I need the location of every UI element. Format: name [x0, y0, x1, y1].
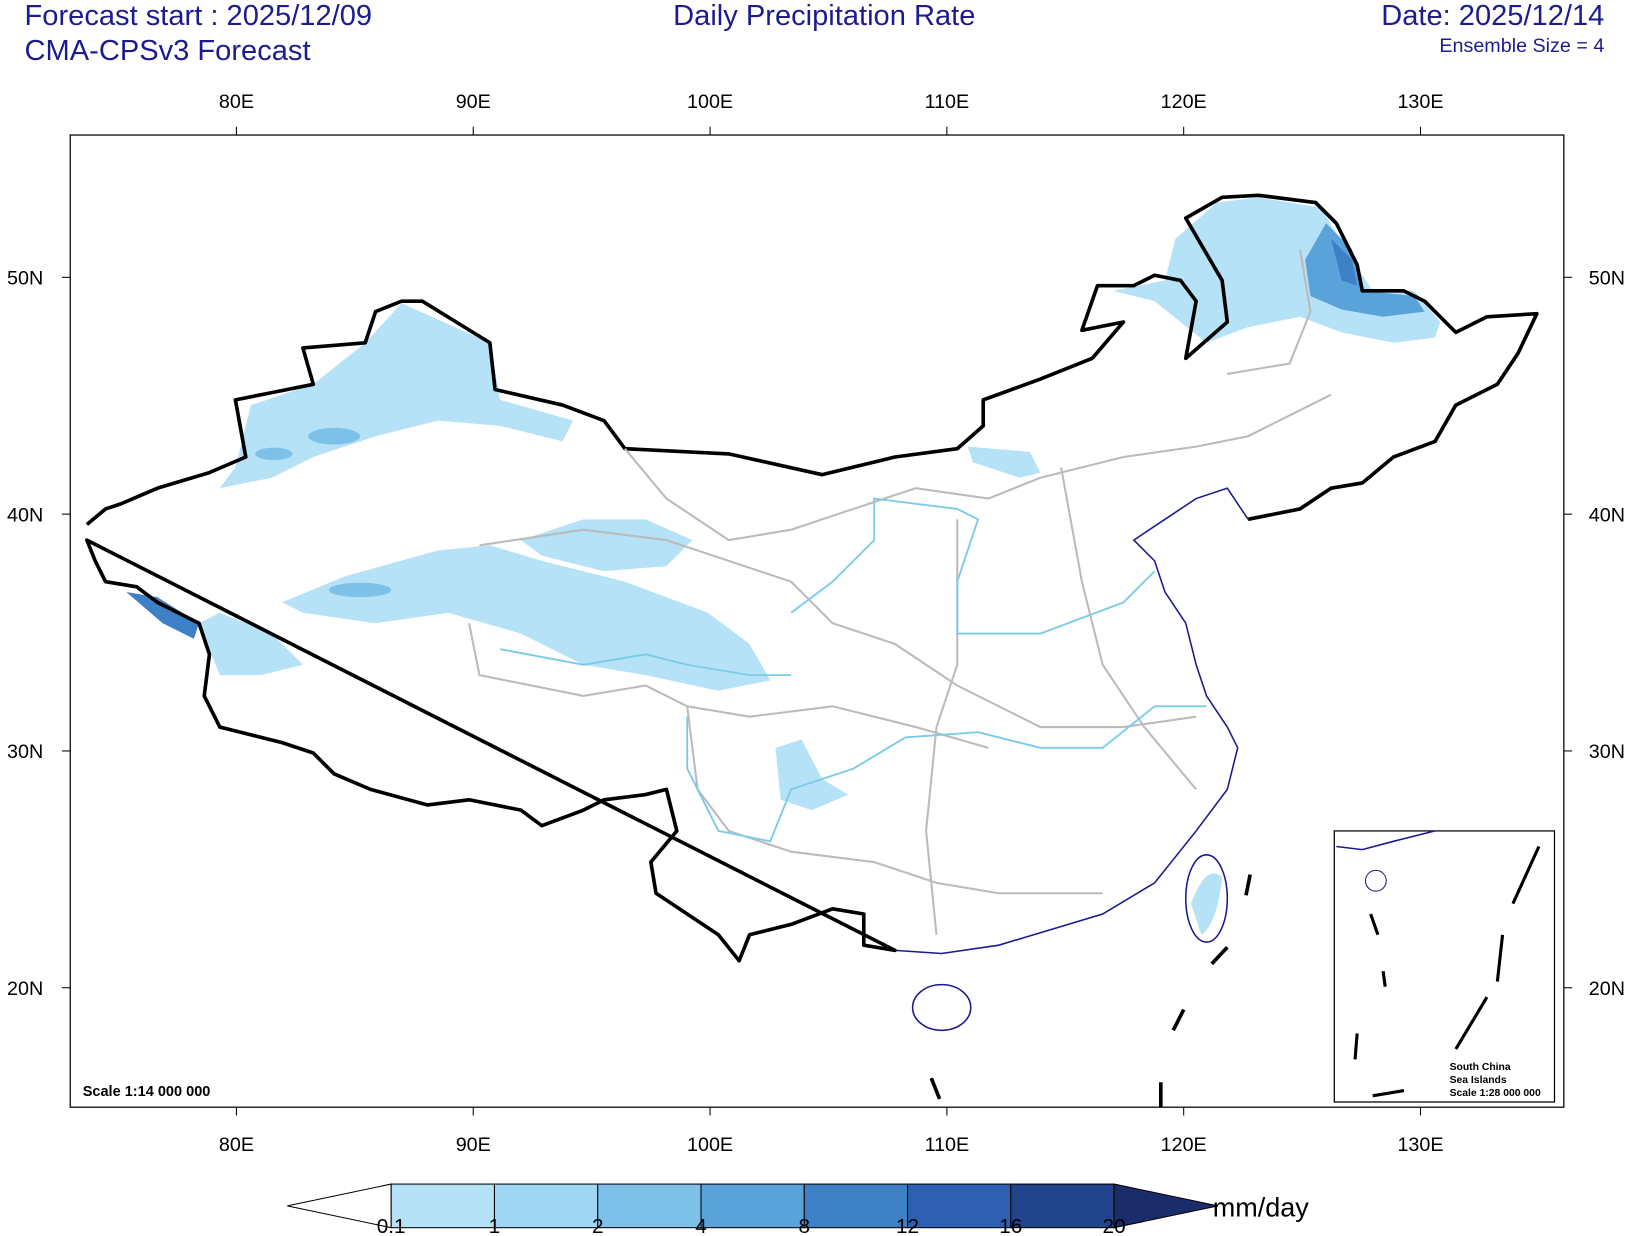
china-border: [85, 193, 1539, 526]
lon-label-bottom: 110E: [925, 1134, 970, 1156]
colorbar-label: 0.1: [377, 1215, 406, 1236]
colorbar-box: [493, 1183, 599, 1229]
lon-label-bottom: 100E: [687, 1134, 733, 1156]
province-lines: [468, 249, 1332, 935]
lat-label-right: 40N: [1589, 504, 1625, 526]
date: Date: 2025/12/14: [1381, 0, 1604, 32]
forecast-start: Forecast start : 2025/12/09: [25, 0, 373, 32]
hainan: [911, 983, 972, 1032]
precip-heavy: [126, 223, 1425, 639]
lon-label-top: 90E: [456, 91, 491, 113]
colorbar-label: 1: [489, 1215, 501, 1236]
lon-label-top: 100E: [687, 91, 733, 113]
colorbar-box: [597, 1183, 702, 1229]
ensemble: Ensemble Size = 4: [1439, 35, 1604, 57]
lon-label-bottom: 130E: [1397, 1134, 1443, 1156]
colorbar-label: 16: [999, 1215, 1022, 1236]
map-scale: Scale 1:14 000 000: [83, 1084, 211, 1100]
rivers: [500, 497, 1207, 843]
lon-label-top: 130E: [1397, 91, 1443, 113]
colorbar-label: 12: [896, 1215, 919, 1236]
lon-label-bottom: 120E: [1161, 1134, 1207, 1156]
colorbar-label: 2: [592, 1215, 604, 1236]
lat-label-left: 20N: [7, 978, 43, 1000]
model-name: CMA-CPSv3 Forecast: [25, 35, 311, 67]
colorbar-box: [700, 1183, 805, 1229]
lat-label-left: 40N: [7, 504, 43, 526]
lat-label-right: 30N: [1589, 741, 1625, 763]
lon-label-bottom: 90E: [456, 1134, 491, 1156]
inset: [1333, 830, 1556, 1103]
colorbar-label: 8: [798, 1215, 810, 1236]
lon-label-top: 110E: [925, 91, 970, 113]
inset-label: South China: [1450, 1062, 1511, 1073]
lat-label-right: 20N: [1589, 978, 1625, 1000]
taiwan: [1184, 854, 1229, 943]
lon-label-bottom: 80E: [219, 1134, 254, 1156]
coastline: [894, 487, 1249, 955]
nine-dash: [929, 874, 1252, 1108]
colorbar-label: 4: [695, 1215, 707, 1236]
colorbar-box: [1010, 1183, 1115, 1229]
inset-label: Sea Islands: [1450, 1075, 1507, 1086]
colorbar-label: 20: [1103, 1215, 1126, 1236]
colorbar-high: [1113, 1183, 1219, 1229]
map-frame: [69, 134, 1565, 1108]
inset-label: Scale 1:28 000 000: [1450, 1088, 1541, 1099]
lat-label-left: 30N: [7, 741, 43, 763]
colorbar-box: [390, 1183, 495, 1229]
china-border-south: [85, 538, 897, 963]
colorbar-box: [907, 1183, 1012, 1229]
colorbar-low: [287, 1183, 392, 1229]
lat-label-left: 50N: [7, 268, 43, 290]
colorbar-box: [803, 1183, 909, 1229]
lat-label-right: 50N: [1589, 268, 1625, 290]
colorbar-unit: mm/day: [1213, 1192, 1310, 1222]
title: Daily Precipitation Rate: [673, 0, 975, 32]
lon-label-top: 120E: [1161, 91, 1207, 113]
lon-label-top: 80E: [219, 91, 254, 113]
